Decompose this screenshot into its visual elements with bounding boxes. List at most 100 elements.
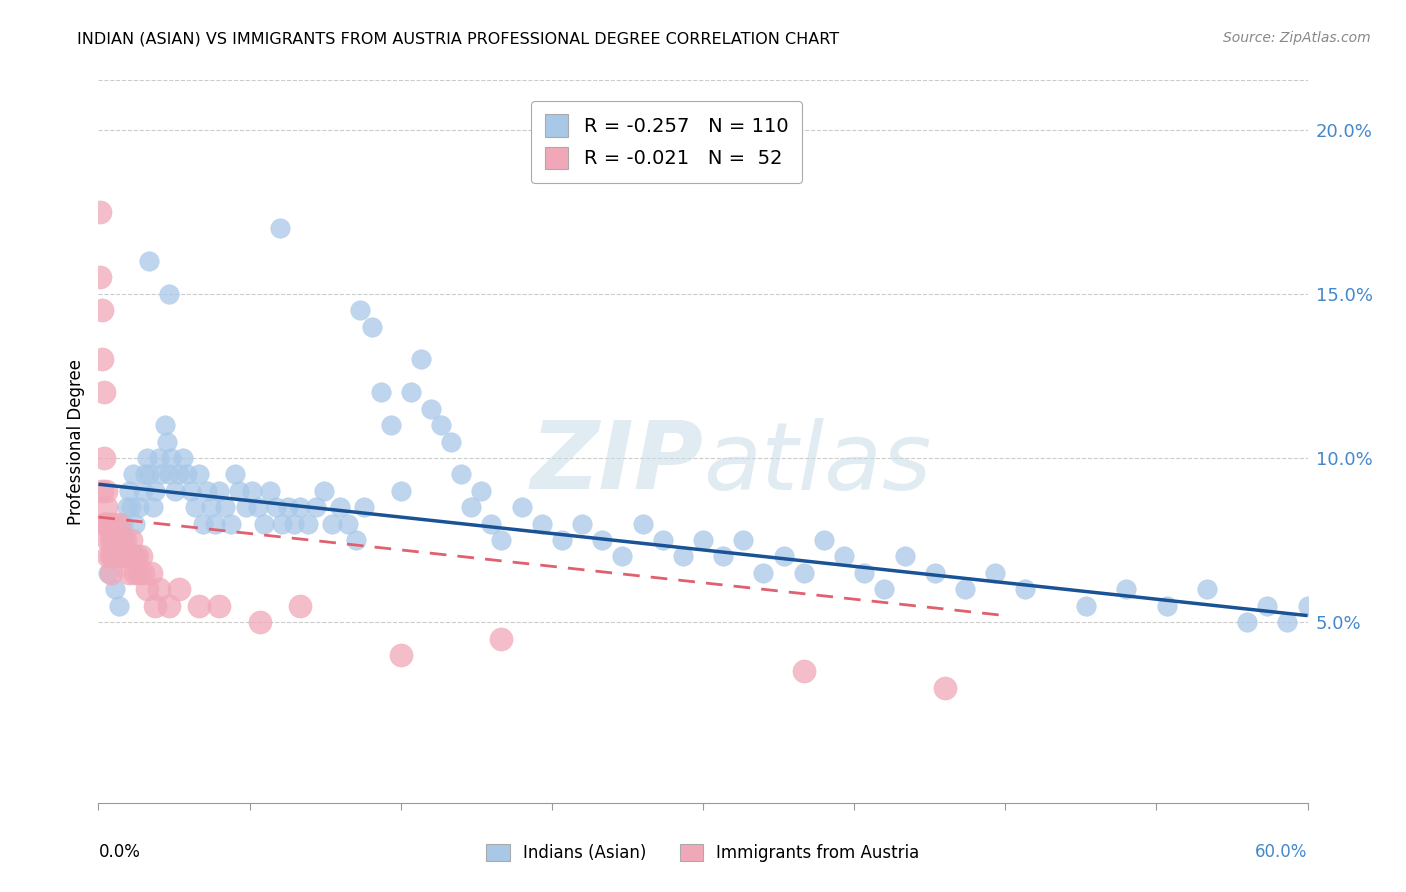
Point	[103, 533, 125, 547]
Point	[321, 516, 343, 531]
Point	[93, 385, 115, 400]
Point	[297, 516, 319, 531]
Point	[440, 434, 463, 449]
Point	[344, 533, 367, 547]
Point	[752, 566, 775, 580]
Point	[91, 352, 114, 367]
Point	[772, 549, 794, 564]
Point	[813, 533, 835, 547]
Point	[389, 648, 412, 662]
Point	[157, 286, 180, 301]
Point	[115, 500, 138, 515]
Point	[105, 549, 128, 564]
Point	[221, 516, 243, 531]
Point	[125, 549, 148, 564]
Point	[305, 500, 328, 515]
Text: atlas: atlas	[703, 417, 931, 508]
Point	[934, 681, 956, 695]
Point	[125, 549, 148, 564]
Point	[132, 483, 155, 498]
Point	[893, 549, 915, 564]
Point	[491, 632, 513, 646]
Point	[167, 582, 190, 597]
Point	[91, 483, 114, 498]
Legend: R = -0.257   N = 110, R = -0.021   N =  52: R = -0.257 N = 110, R = -0.021 N = 52	[531, 101, 801, 183]
Point	[389, 483, 412, 498]
Point	[103, 549, 125, 564]
Point	[114, 533, 136, 547]
Point	[924, 566, 946, 580]
Point	[138, 253, 160, 268]
Point	[156, 434, 179, 449]
Point	[103, 582, 125, 597]
Point	[277, 500, 299, 515]
Point	[711, 549, 734, 564]
Point	[124, 566, 146, 580]
Point	[135, 450, 157, 465]
Point	[132, 566, 155, 580]
Point	[1277, 615, 1299, 630]
Point	[100, 566, 122, 580]
Point	[157, 467, 180, 482]
Point	[89, 270, 111, 285]
Text: Source: ZipAtlas.com: Source: ZipAtlas.com	[1223, 31, 1371, 45]
Point	[204, 516, 226, 531]
Point	[380, 418, 402, 433]
Point	[93, 516, 115, 531]
Point	[481, 516, 503, 531]
Point	[110, 533, 132, 547]
Point	[139, 566, 162, 580]
Point	[118, 566, 141, 580]
Point	[138, 467, 160, 482]
Point	[107, 516, 129, 531]
Point	[329, 500, 352, 515]
Point	[107, 533, 129, 547]
Y-axis label: Professional Degree: Professional Degree	[66, 359, 84, 524]
Point	[105, 533, 128, 547]
Point	[97, 566, 120, 580]
Point	[1014, 582, 1036, 597]
Point	[96, 483, 118, 498]
Text: ZIP: ZIP	[530, 417, 703, 509]
Point	[114, 533, 136, 547]
Point	[259, 483, 281, 498]
Point	[91, 303, 114, 318]
Point	[100, 549, 122, 564]
Point	[288, 500, 311, 515]
Point	[101, 533, 124, 547]
Point	[672, 549, 695, 564]
Point	[733, 533, 755, 547]
Point	[188, 467, 211, 482]
Point	[370, 385, 392, 400]
Point	[101, 549, 124, 564]
Point	[450, 467, 472, 482]
Point	[128, 566, 150, 580]
Point	[337, 516, 360, 531]
Point	[214, 500, 236, 515]
Point	[107, 599, 129, 613]
Point	[470, 483, 492, 498]
Point	[1115, 582, 1137, 597]
Point	[420, 401, 443, 416]
Point	[111, 549, 134, 564]
Point	[510, 500, 533, 515]
Point	[832, 549, 855, 564]
Point	[349, 303, 371, 318]
Point	[430, 418, 453, 433]
Point	[124, 516, 146, 531]
Point	[129, 549, 152, 564]
Point	[180, 483, 202, 498]
Point	[184, 500, 207, 515]
Point	[93, 450, 115, 465]
Point	[1156, 599, 1178, 613]
Legend: Indians (Asian), Immigrants from Austria: Indians (Asian), Immigrants from Austria	[478, 836, 928, 871]
Point	[264, 500, 287, 515]
Point	[793, 665, 815, 679]
Point	[128, 500, 150, 515]
Point	[283, 516, 305, 531]
Point	[399, 385, 422, 400]
Point	[120, 500, 142, 515]
Point	[288, 599, 311, 613]
Point	[1256, 599, 1278, 613]
Point	[270, 516, 292, 531]
